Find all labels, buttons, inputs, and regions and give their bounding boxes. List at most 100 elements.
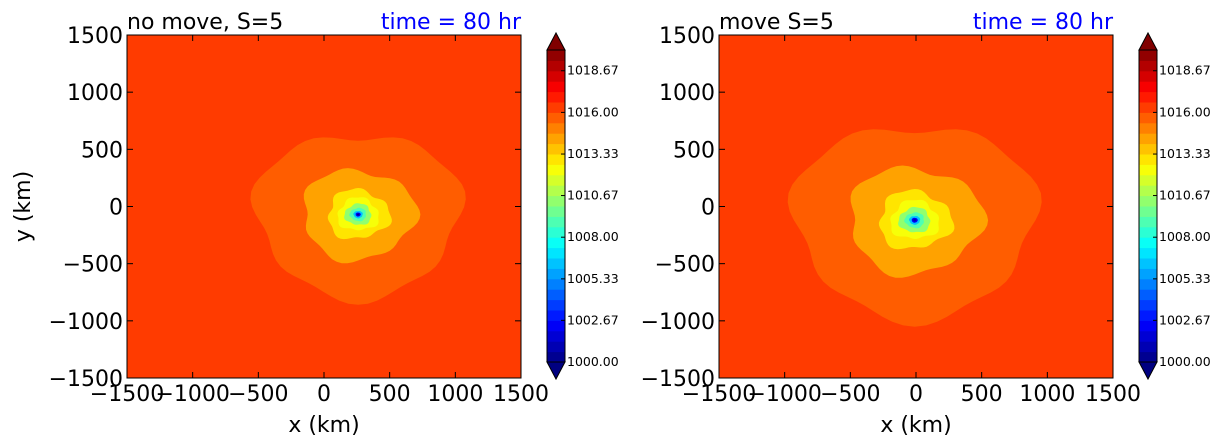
colorbar-swatch bbox=[1139, 133, 1157, 145]
colorbar-swatch bbox=[1139, 320, 1157, 332]
colorbar-swatch bbox=[1139, 143, 1157, 155]
colorbar-swatch bbox=[547, 310, 565, 321]
colorbar-swatch bbox=[547, 289, 565, 301]
x-tick-label: 1000 bbox=[1019, 382, 1075, 407]
colorbar-swatch bbox=[547, 143, 565, 155]
x-tick-label: 1500 bbox=[1085, 382, 1141, 407]
colorbar-swatch bbox=[547, 174, 565, 186]
colorbar-tick-label: 1010.67 bbox=[567, 188, 619, 203]
colorbar-swatch bbox=[1139, 50, 1157, 61]
colorbar-tick-label: 1000.00 bbox=[567, 354, 619, 369]
y-tick-label: 0 bbox=[701, 196, 715, 221]
colorbar-extend-max bbox=[546, 31, 566, 51]
x-tick-label: 0 bbox=[909, 382, 923, 407]
time-label: time = 80 hr bbox=[973, 10, 1114, 35]
colorbar-tick-label: 1018.67 bbox=[1159, 63, 1211, 78]
colorbar-swatch bbox=[1139, 278, 1157, 290]
x-tick-label: −1000 bbox=[155, 382, 229, 407]
colorbar-extend-min bbox=[546, 361, 566, 381]
chart-panel-2: −1500−1000−500 0 500 1000 1500150010005000−5… bbox=[641, 10, 1211, 438]
colorbar-swatch bbox=[1139, 310, 1157, 321]
x-axis-label: x (km) bbox=[880, 413, 951, 438]
colorbar-swatch bbox=[547, 258, 565, 269]
colorbar-tick-label: 1018.67 bbox=[567, 63, 619, 78]
x-tick-label: −500 bbox=[820, 382, 880, 407]
colorbar-swatch bbox=[1139, 102, 1157, 113]
colorbar-extend-max bbox=[1138, 31, 1158, 51]
chart-title: move S=5 bbox=[719, 10, 834, 35]
colorbar-swatch bbox=[547, 206, 565, 217]
colorbar-tick-label: 1013.33 bbox=[567, 146, 619, 161]
y-tick-label: 500 bbox=[81, 138, 123, 163]
colorbar-swatch bbox=[1139, 174, 1157, 186]
colorbar-swatch bbox=[1139, 216, 1157, 228]
colorbar-frame bbox=[546, 49, 566, 363]
colorbar-swatch bbox=[1139, 60, 1157, 72]
colorbar-swatch bbox=[1139, 185, 1157, 197]
colorbar-tick-label: 1000.00 bbox=[1159, 354, 1211, 369]
colorbar-swatch bbox=[1139, 112, 1157, 124]
colorbar-tick-label: 1016.00 bbox=[567, 104, 619, 119]
colorbar-swatch bbox=[547, 341, 565, 353]
colorbar-swatch bbox=[547, 91, 565, 103]
colorbar-swatch bbox=[1139, 206, 1157, 217]
colorbar-swatch bbox=[1139, 122, 1157, 134]
colorbar-tick-label: 1010.67 bbox=[1159, 188, 1211, 203]
colorbar-extend-min bbox=[1138, 361, 1158, 381]
colorbar-swatch bbox=[1139, 164, 1157, 176]
colorbar-tick-label: 1008.00 bbox=[567, 229, 619, 244]
x-tick-label: −1000 bbox=[747, 382, 821, 407]
colorbar-swatch bbox=[547, 216, 565, 228]
colorbar-swatch bbox=[1139, 237, 1157, 249]
colorbar-swatch bbox=[1139, 341, 1157, 353]
colorbar-swatch bbox=[1139, 154, 1157, 165]
colorbar-swatch bbox=[547, 133, 565, 145]
colorbar-swatch bbox=[547, 351, 565, 363]
colorbar-swatch bbox=[1139, 70, 1157, 82]
y-tick-label: −1500 bbox=[641, 367, 715, 392]
colorbar-swatch bbox=[1139, 268, 1157, 280]
y-tick-label: 1000 bbox=[67, 81, 123, 106]
colorbar-swatch bbox=[547, 102, 565, 113]
y-tick-label: −1000 bbox=[49, 310, 123, 335]
x-tick-label: 1500 bbox=[493, 382, 549, 407]
y-tick-label: −500 bbox=[63, 253, 123, 278]
x-tick-label: 0 bbox=[317, 382, 331, 407]
chart-title: no move, S=5 bbox=[127, 10, 283, 35]
plot-area bbox=[719, 35, 1113, 378]
x-tick-label: −1500 bbox=[90, 382, 164, 407]
x-axis-label: x (km) bbox=[288, 413, 359, 438]
colorbar-tick-label: 1008.00 bbox=[1159, 229, 1211, 244]
y-tick-label: −500 bbox=[655, 253, 715, 278]
time-label: time = 80 hr bbox=[381, 10, 522, 35]
colorbar-tick-label: 1016.00 bbox=[1159, 104, 1211, 119]
colorbar-swatch bbox=[547, 247, 565, 259]
x-tick-label: −500 bbox=[228, 382, 288, 407]
colorbar-swatch bbox=[547, 60, 565, 72]
colorbar-tick-label: 1013.33 bbox=[1159, 146, 1211, 161]
colorbar-swatch bbox=[1139, 195, 1157, 207]
colorbar-swatch bbox=[1139, 351, 1157, 363]
colorbar-swatch bbox=[1139, 81, 1157, 93]
colorbar-swatch bbox=[547, 226, 565, 238]
colorbar-swatch bbox=[547, 122, 565, 134]
colorbar-swatch bbox=[547, 320, 565, 332]
colorbar-swatch bbox=[547, 185, 565, 197]
x-tick-label: 1000 bbox=[427, 382, 483, 407]
colorbar-swatch bbox=[1139, 289, 1157, 301]
colorbar-swatch bbox=[1139, 247, 1157, 259]
y-tick-label: 1500 bbox=[67, 24, 123, 49]
colorbar-swatch bbox=[1139, 258, 1157, 269]
y-tick-label: 1500 bbox=[659, 24, 715, 49]
colorbar-tick-label: 1002.67 bbox=[1159, 312, 1211, 327]
y-tick-label: 1000 bbox=[659, 81, 715, 106]
y-tick-label: 500 bbox=[673, 138, 715, 163]
plot-area bbox=[127, 35, 521, 378]
chart-panel-1: −1500−1000−500 0 500 1000 1500150010005000−5… bbox=[11, 10, 619, 438]
colorbar-swatch bbox=[547, 112, 565, 124]
x-tick-label: −1500 bbox=[682, 382, 756, 407]
colorbar-swatch bbox=[547, 81, 565, 93]
x-tick-label: 500 bbox=[369, 382, 411, 407]
colorbar-swatch bbox=[547, 50, 565, 61]
